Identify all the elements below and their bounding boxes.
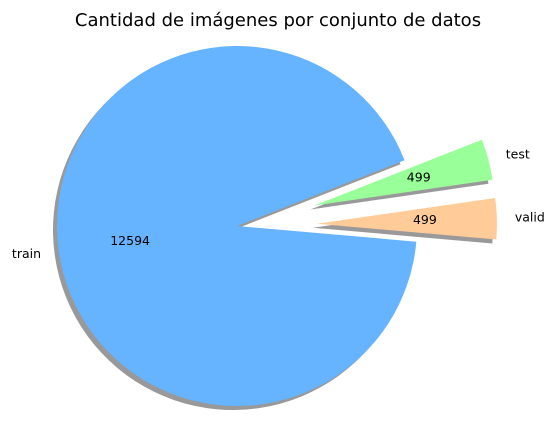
slice-value-train: 12594 [110,233,150,248]
slice-value-test: 499 [407,169,431,184]
slice-valid [316,198,497,240]
slice-label-valid: valid [515,210,545,225]
slice-test [314,139,493,206]
chart-title: Cantidad de imágenes por conjunto de dat… [75,10,481,31]
slice-train [57,46,417,407]
slice-label-train: train [12,246,41,261]
slice-value-valid: 499 [413,212,437,227]
slice-label-test: test [506,146,530,161]
